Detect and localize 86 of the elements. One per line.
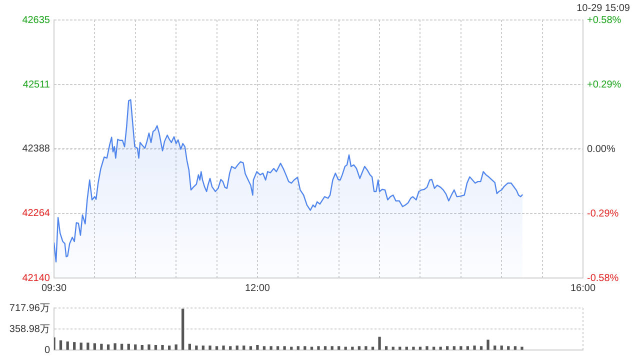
bar [296,346,300,350]
bar [229,346,232,350]
bar [222,346,225,350]
bar [140,344,144,350]
bar [330,346,334,350]
bar [426,346,428,350]
y-tick-label: 42635 [22,14,50,26]
bar [520,346,524,350]
bar [439,346,442,350]
y-tick-label: 717.96万 [9,302,50,314]
y2-tick-label: -0.29% [587,208,619,220]
bar [202,346,205,350]
bar [432,346,436,350]
bar [154,344,158,350]
bar [283,346,286,350]
y-tick-label: 0 [44,344,50,356]
bar [120,344,124,350]
bar [100,344,103,350]
y-tick-label: 358.98万 [9,324,50,335]
bar [460,346,462,350]
bar [182,308,184,350]
bar [344,346,347,350]
bar [358,346,361,350]
y2-tick-label: -0.58% [587,272,619,284]
bar [446,346,449,350]
bar [106,344,110,350]
y-tick-label: 42511 [22,79,50,90]
x-tick-label: 09:30 [41,282,67,294]
bar [452,346,456,350]
bar [188,344,191,350]
bar [351,346,354,350]
bar [378,336,381,350]
bar [66,341,69,350]
bar [480,346,483,350]
bar [236,346,238,350]
y2-tick-label: 0.00% [587,144,616,155]
bar [392,346,394,350]
bar [473,346,476,350]
bar [418,346,422,350]
y2-tick-label: +0.29% [587,79,622,90]
bar [405,346,408,350]
bar [208,346,212,350]
bar [276,346,280,350]
bar [174,344,178,350]
bar [494,346,496,350]
bar [59,340,62,350]
bar [256,344,259,350]
bar [249,346,252,350]
bar [486,340,490,350]
y-tick-label: 42388 [22,143,50,154]
bar [514,346,517,350]
bar [148,344,150,350]
bar [507,346,510,350]
bar [310,346,314,350]
bar [398,346,402,350]
bar [324,346,327,350]
text: 10-29 15:09 [576,2,630,14]
bar [215,346,218,350]
bar [73,342,76,350]
bar [304,346,306,350]
y2-tick-label: +0.58% [587,14,622,26]
y-tick-label: 42140 [22,272,50,284]
bar [80,342,82,350]
bar [466,346,470,350]
bar [290,346,293,350]
y-tick-label: 42264 [22,208,50,220]
x-tick-label: 16:00 [570,282,596,294]
bar [262,346,266,350]
bar [161,344,164,350]
bar [371,346,374,350]
bar [195,346,198,350]
bar [242,346,246,350]
bar [134,344,137,350]
bar [270,346,272,350]
bar [114,343,116,350]
x-tick-label: 12:00 [244,282,270,294]
bar [317,346,320,350]
bar [364,346,368,350]
bar [384,346,388,350]
bar [93,343,96,350]
bar [338,346,340,350]
bar [86,342,90,350]
bar [500,346,503,350]
bar [127,344,130,350]
bar [168,346,171,350]
bar [412,346,415,350]
